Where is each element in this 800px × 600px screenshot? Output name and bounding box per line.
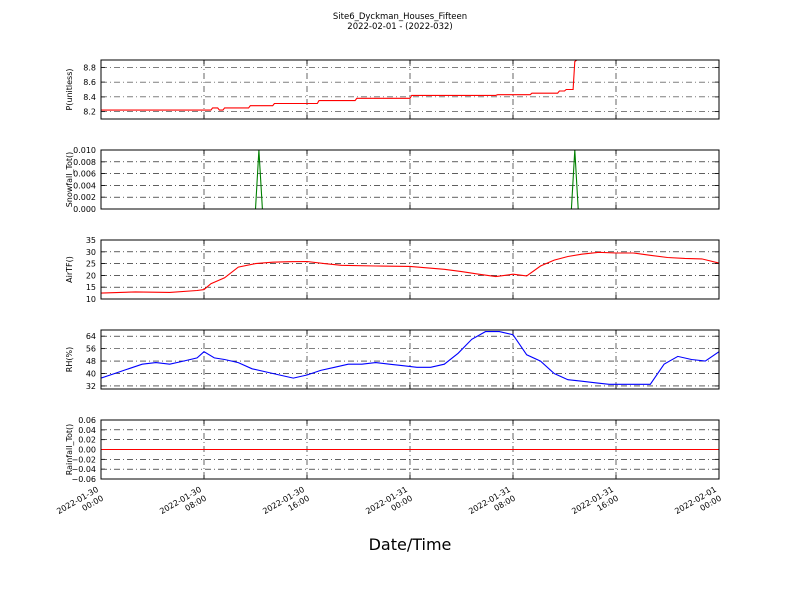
panel-2: 10 15 20 25 30 35 AirTF()	[65, 236, 720, 304]
series-line-0	[101, 60, 578, 111]
y-tick-label: −0.02	[71, 455, 96, 464]
y-tick-label: 0.008	[73, 158, 96, 167]
x-tick-label: 2022-01-3108:00	[467, 485, 517, 525]
x-tick-label: 2022-01-3000:00	[55, 485, 105, 525]
y-tick-label: 0.010	[73, 146, 96, 155]
series-line-0	[101, 331, 719, 385]
y-axis-label: RH(%)	[65, 347, 74, 372]
y-tick-label: 8.4	[83, 93, 96, 102]
y-tick-label: 0.000	[73, 205, 96, 214]
axes-frame	[100, 239, 720, 300]
x-tick-label: 2022-02-0100:00	[673, 485, 723, 525]
panel-3: 32 40 48 56 64 RH(%)	[65, 329, 720, 391]
y-tick-label: 30	[86, 248, 96, 257]
x-tick-label: 2022-01-3100:00	[364, 485, 414, 525]
y-tick-label: 56	[86, 345, 96, 354]
chart-title: Site6_Dyckman_Houses_Fifteen	[333, 12, 467, 22]
y-tick-label: 0.02	[78, 436, 96, 445]
y-tick-label: −0.06	[71, 475, 96, 484]
series-line-0	[101, 251, 719, 294]
panels: 8.28.48.68.8P(unitless)0.0000.0020.0040.…	[65, 59, 720, 484]
y-axis-label: Rainfall_Tot()	[65, 424, 74, 476]
x-tick-labels: 2022-01-3000:00 2022-01-3008:00 2022-01-30…	[55, 485, 723, 525]
y-tick-label: −0.04	[71, 465, 96, 474]
y-tick-label: 35	[86, 236, 96, 245]
panel-0: 8.2 8.4 8.6 8.8 P(unitless)	[65, 59, 720, 120]
x-axis-label: Date/Time	[369, 535, 452, 554]
y-tick-label: 25	[86, 260, 96, 269]
y-tick-label: 0.00	[78, 446, 96, 455]
y-tick-label: 8.2	[83, 108, 96, 117]
y-tick-label: 10	[86, 295, 96, 304]
y-tick-label: 8.6	[83, 78, 96, 87]
y-axis-label: AirTF()	[65, 256, 74, 283]
y-axis-label: Snowfall_Tot()	[65, 152, 74, 208]
y-tick-label: 0.002	[73, 193, 96, 202]
y-tick-label: 64	[86, 332, 96, 341]
axes-frame	[100, 59, 720, 120]
y-tick-label: 40	[86, 369, 96, 378]
x-tick-label: 2022-01-3016:00	[261, 485, 311, 525]
y-tick-label: 0.006	[73, 170, 96, 179]
y-tick-label: 0.06	[78, 416, 96, 425]
axes-frame	[100, 419, 720, 480]
y-axis-label: P(unitless)	[65, 68, 74, 110]
y-tick-label: 32	[86, 382, 96, 391]
axes-frame	[100, 149, 720, 210]
x-tick-label: 2022-01-3116:00	[570, 485, 620, 525]
x-tick-label: 2022-01-3008:00	[158, 485, 208, 525]
axes-frame	[100, 329, 720, 390]
panel-1: 0.000 0.002 0.004 0.006 0.008 0.010Snowfall_T…	[65, 146, 720, 214]
panel-4: −0.06−0.04−0.020.000.020.040.06 Rainfall_…	[65, 416, 720, 484]
y-tick-label: 20	[86, 271, 96, 280]
y-tick-label: 0.04	[78, 426, 96, 435]
y-tick-label: 48	[86, 357, 96, 366]
y-tick-label: 8.8	[83, 63, 96, 72]
y-tick-label: 0.004	[73, 181, 96, 190]
series-line-0	[101, 150, 719, 209]
y-tick-label: 15	[86, 283, 96, 292]
chart-subtitle: 2022-02-01 - (2022-032)	[347, 22, 452, 32]
